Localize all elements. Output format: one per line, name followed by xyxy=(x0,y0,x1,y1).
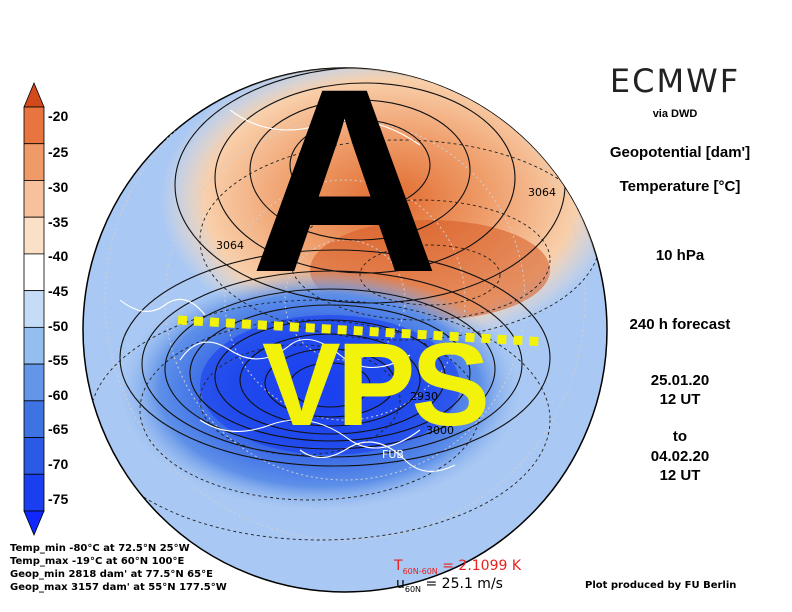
t-symbol: T xyxy=(394,558,403,574)
latitude-circles xyxy=(104,68,586,541)
colorbar-segment xyxy=(23,290,45,328)
colorbar-segment xyxy=(23,437,45,475)
field-label-geopotential: Geopotential [dam'] xyxy=(609,144,751,161)
valid-date: 04.02.20 xyxy=(650,448,710,465)
via-label: via DWD xyxy=(652,108,698,120)
colorbar-label: -65 xyxy=(48,421,69,437)
stat-temp-min: Temp_min -80°C at 72.5°N 25°W xyxy=(10,543,190,554)
coastlines xyxy=(119,109,456,472)
zonal-wind: u60N = 25.1 m/s xyxy=(396,576,503,594)
u-symbol: u xyxy=(396,576,405,592)
valid-time: 12 UT xyxy=(659,467,701,484)
contour-label: 3000 xyxy=(426,424,454,437)
contour-label: 3064 xyxy=(216,239,244,252)
model-title: ECMWF xyxy=(609,62,741,100)
colorbar-label: -50 xyxy=(48,318,69,334)
credit: Plot produced by FU Berlin xyxy=(585,580,737,591)
u-subscript: 60N xyxy=(404,584,422,594)
yellow-dotted-line xyxy=(177,315,546,347)
u-value: = 25.1 m/s xyxy=(421,576,503,592)
geopotential-contours xyxy=(119,68,566,467)
colorbar-segment xyxy=(23,143,45,181)
vortex-label: VPS xyxy=(262,319,490,451)
colorbar-label: -55 xyxy=(48,352,69,368)
colorbar-label: -45 xyxy=(48,283,69,299)
colorbar-label: -20 xyxy=(48,108,69,124)
stat-geop-min: Geop_min 2818 dam' at 77.5°N 65°E xyxy=(10,569,213,580)
stats-block: Temp_min -80°C at 72.5°N 25°W Temp_max -… xyxy=(10,542,227,594)
init-time: 12 UT xyxy=(659,391,701,408)
init-date: 25.01.20 xyxy=(650,372,710,389)
colorbar-label: -40 xyxy=(48,248,69,264)
contour-label: FUB xyxy=(382,448,404,461)
stat-geop-max: Geop_max 3157 dam' at 55°N 177.5°W xyxy=(10,582,227,593)
colorbar-segment xyxy=(23,326,45,365)
t-subscript: 60N-60N xyxy=(402,566,438,576)
colorbar-bottom-arrow xyxy=(23,510,45,537)
colorbar-label: -70 xyxy=(48,456,69,472)
field-label-temperature: Temperature [°C] xyxy=(619,178,741,195)
anticyclone-letter: A xyxy=(250,34,439,327)
colorbar-segment xyxy=(23,400,45,438)
colorbar-label: -60 xyxy=(48,387,69,403)
forecast-lead: 240 h forecast xyxy=(629,316,731,333)
colorbar-label: -35 xyxy=(48,214,69,230)
colorbar-label: -25 xyxy=(48,144,69,160)
contour-label: 2930 xyxy=(410,390,438,403)
stat-temp-max: Temp_max -19°C at 60°N 100°E xyxy=(10,556,185,567)
colorbar xyxy=(23,81,45,537)
colorbar-label: -30 xyxy=(48,179,69,195)
colorbar-segment xyxy=(23,216,45,255)
colorbar-segment xyxy=(23,180,45,218)
contour-label: 3064 xyxy=(528,186,556,199)
colorbar-top-arrow xyxy=(23,81,45,108)
to-label: to xyxy=(672,428,688,445)
pressure-level: 10 hPa xyxy=(655,247,705,264)
colorbar-segment xyxy=(23,253,45,292)
temperature-gradient: T60N-60N = 2.1099 K xyxy=(394,558,521,576)
colorbar-segment xyxy=(23,106,45,145)
t-value: = 2.1099 K xyxy=(437,558,522,574)
colorbar-label: -75 xyxy=(48,491,69,507)
colorbar-segment xyxy=(23,473,45,512)
colorbar-segment xyxy=(23,363,45,402)
